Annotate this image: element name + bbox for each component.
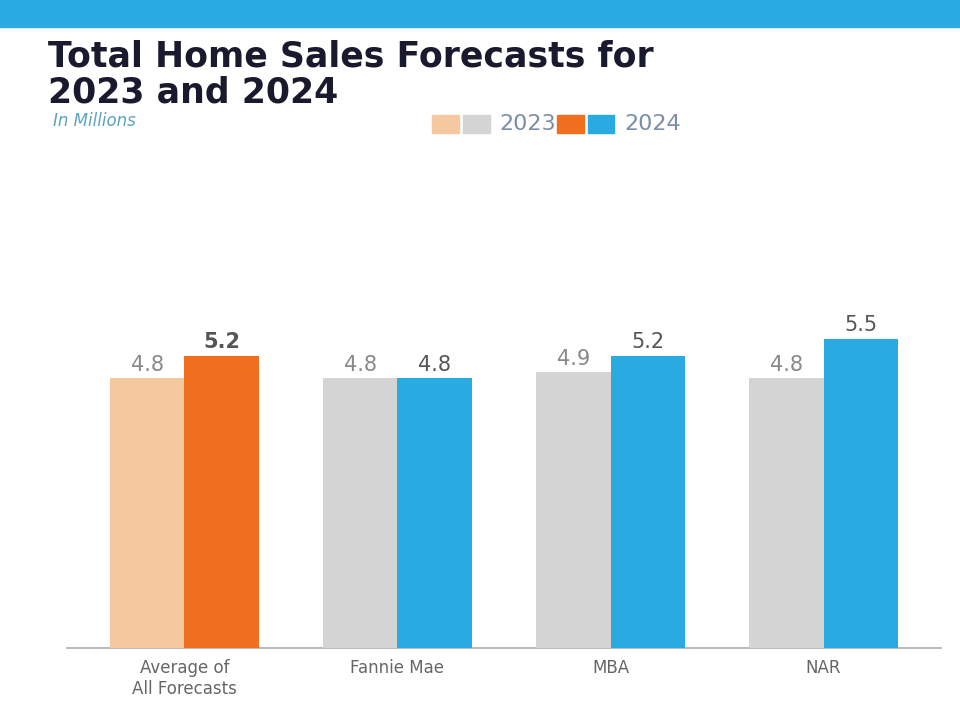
Bar (749, 378, 824, 648)
Bar (397, 378, 472, 648)
Text: 4.8: 4.8 (419, 355, 451, 374)
Text: In Millions: In Millions (53, 112, 135, 130)
Bar (323, 378, 397, 648)
Text: 4.8: 4.8 (344, 355, 376, 374)
Text: 5.2: 5.2 (632, 332, 664, 352)
Text: 2024: 2024 (624, 114, 681, 134)
Text: 4.9: 4.9 (557, 349, 589, 369)
Text: 4.8: 4.8 (131, 355, 163, 374)
Text: 2023: 2023 (499, 114, 556, 134)
Bar (109, 378, 184, 648)
Bar (824, 338, 899, 648)
Text: 5.5: 5.5 (845, 315, 877, 336)
Text: 5.2: 5.2 (204, 332, 240, 352)
Bar (536, 372, 611, 648)
Text: 2023 and 2024: 2023 and 2024 (48, 76, 338, 109)
Text: 4.8: 4.8 (770, 355, 803, 374)
Bar (184, 356, 259, 648)
Bar (611, 356, 685, 648)
Text: Total Home Sales Forecasts for: Total Home Sales Forecasts for (48, 40, 654, 73)
